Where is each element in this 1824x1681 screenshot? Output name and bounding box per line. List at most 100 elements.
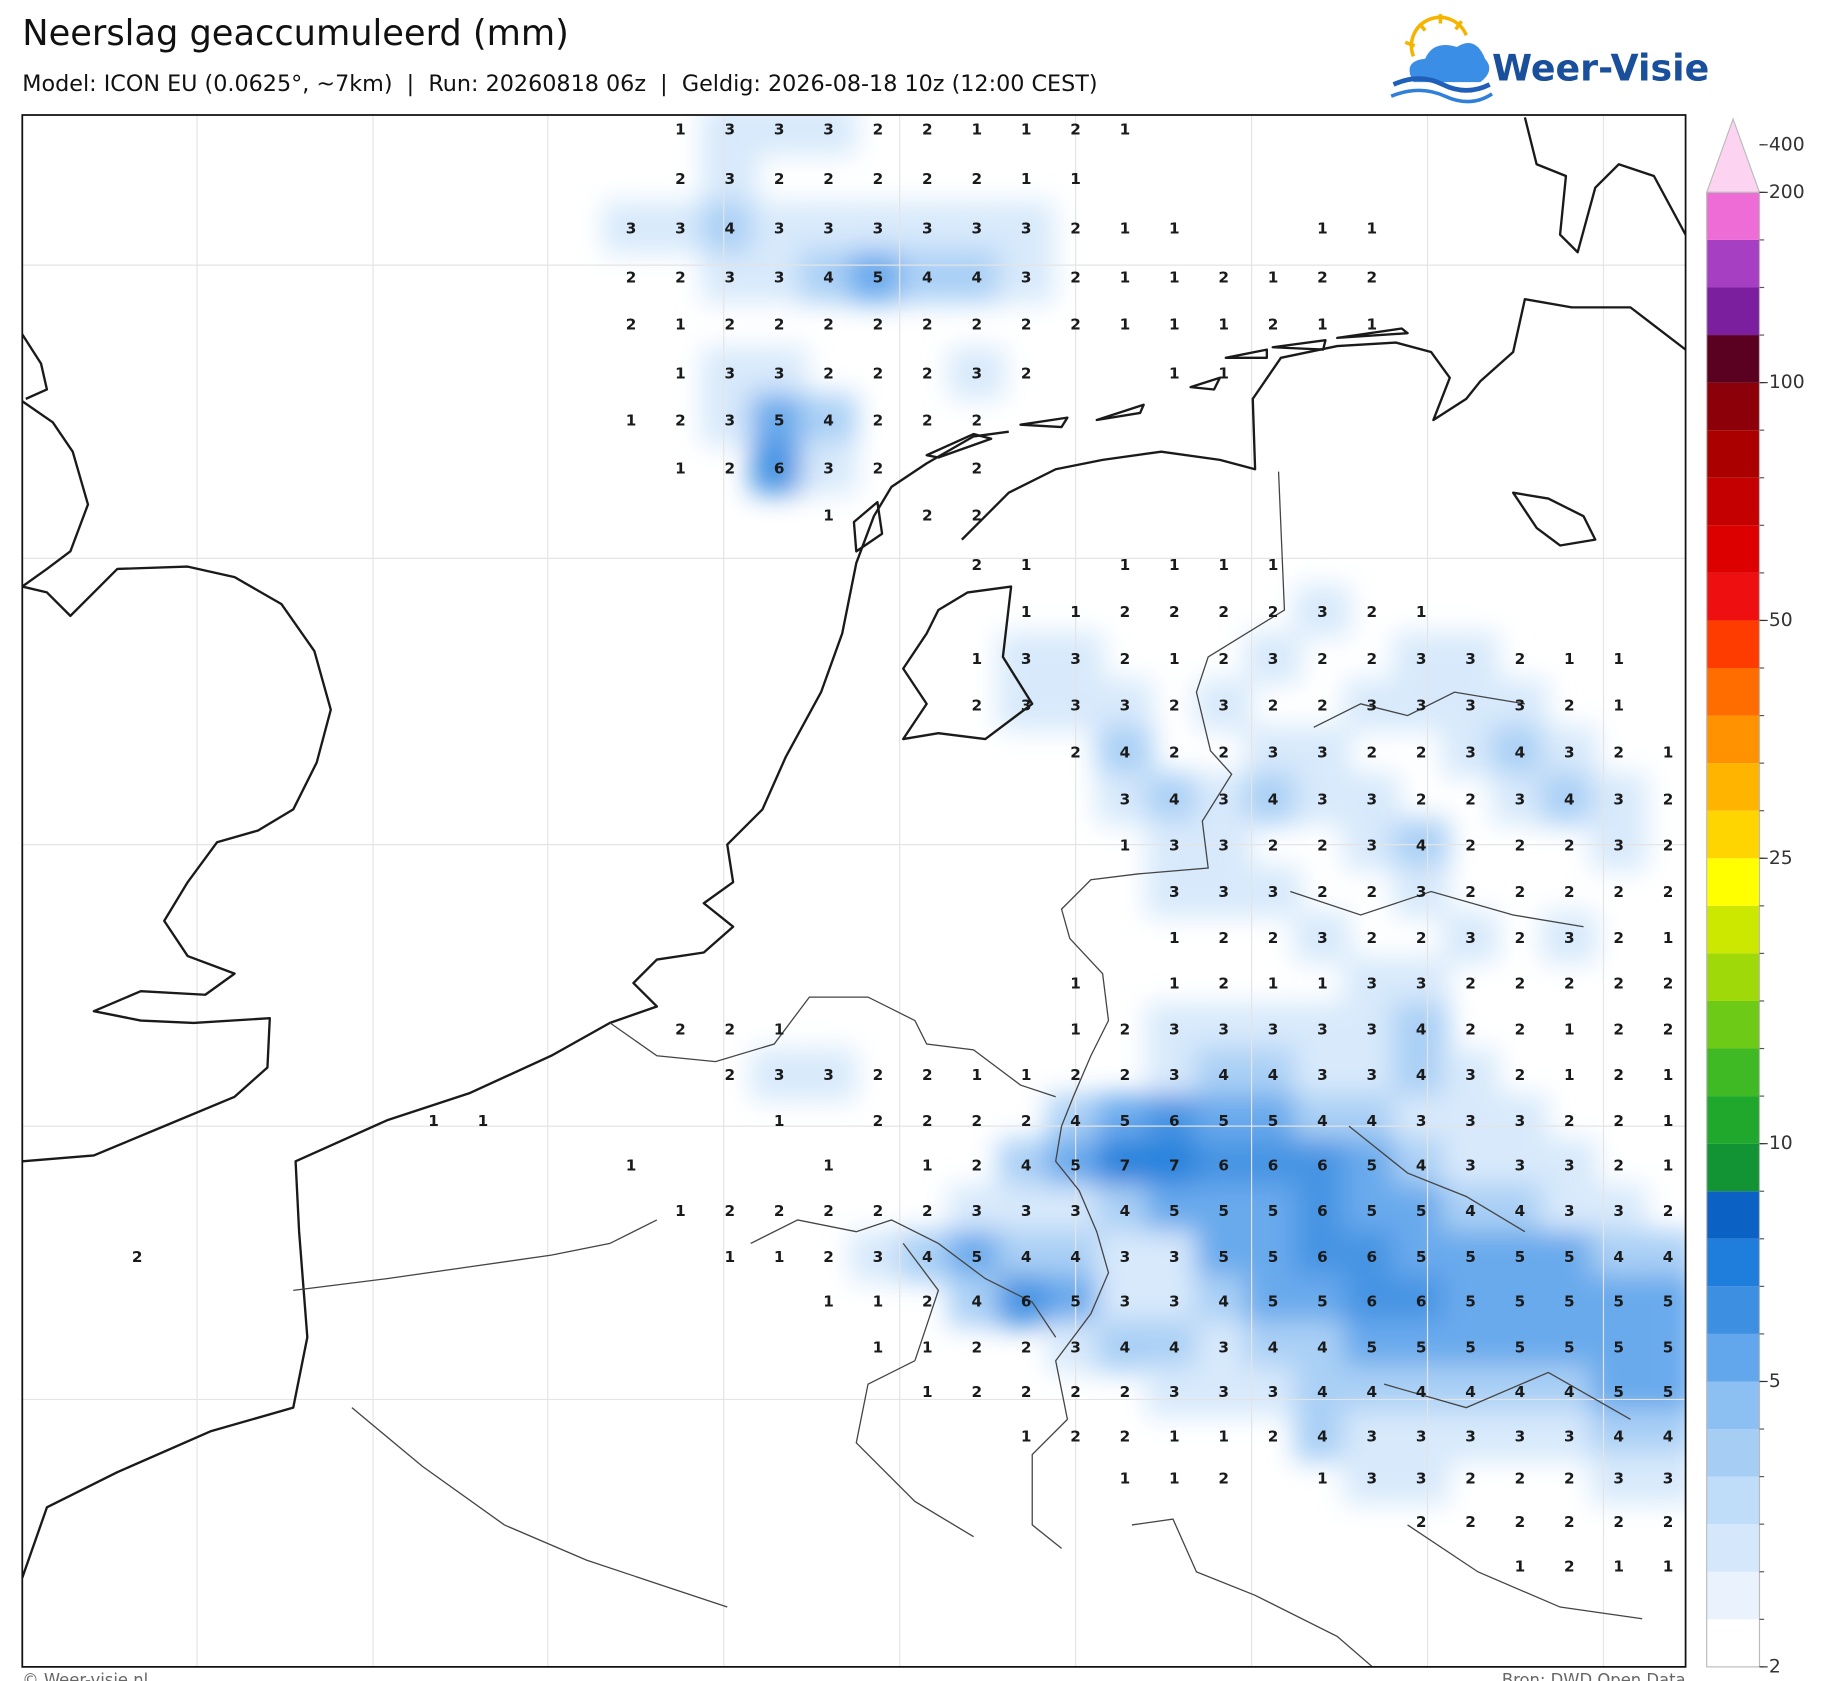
colorbar-band: [1706, 430, 1760, 478]
colorbar-extend: [1705, 117, 1761, 193]
title: Neerslag geaccumuleerd (mm): [22, 13, 569, 54]
grid-value: 2: [1465, 975, 1476, 993]
precip-cell: [1541, 1409, 1598, 1462]
precip-cell: [1096, 773, 1154, 825]
grid-value: 3: [1169, 1066, 1180, 1084]
grid-value: 6: [774, 460, 785, 478]
grid-value: 4: [1268, 1066, 1279, 1084]
colorbar-band: [1706, 1238, 1760, 1287]
grid-value: 2: [1564, 1513, 1575, 1531]
grid-value: 4: [1120, 1338, 1131, 1356]
grid-value: 3: [1317, 744, 1328, 762]
precip-cell: [1491, 1094, 1549, 1147]
precip-cell: [1244, 1002, 1302, 1055]
grid-value: 3: [1218, 1383, 1229, 1401]
grid-value: 2: [1416, 1513, 1427, 1531]
grid-value: 1: [1120, 1470, 1131, 1488]
colorbar-band: [1706, 1571, 1760, 1620]
grid-value: 2: [725, 315, 736, 333]
precip-cell: [1244, 1275, 1302, 1327]
precip-cell: [800, 115, 857, 155]
grid-value: 1: [1120, 556, 1131, 574]
precip-cell: [1096, 1320, 1154, 1373]
grid-value: 2: [1021, 1383, 1032, 1401]
precip-cell: [1639, 1452, 1686, 1504]
precip-cell: [751, 347, 808, 399]
grid-value: 2: [971, 412, 982, 430]
grid-value: 2: [873, 315, 884, 333]
grid-value: 5: [1613, 1338, 1624, 1356]
grid-value: 2: [1268, 603, 1279, 621]
grid-value: 1: [1021, 121, 1032, 139]
grid-value: 4: [1317, 1112, 1328, 1130]
grid-value: 1: [478, 1112, 489, 1130]
precip-cell: [800, 442, 857, 494]
precip-cell: [1393, 632, 1450, 684]
precip-cell: [1393, 1452, 1450, 1504]
precip-cell: [751, 251, 808, 303]
grid-value: 2: [1515, 1513, 1526, 1531]
grid-value: 2: [1070, 219, 1081, 237]
precip-cell: [997, 201, 1055, 254]
grid-value: 3: [725, 170, 736, 188]
grid-value: 2: [774, 170, 785, 188]
precip-cell: [1244, 1048, 1302, 1101]
grid-value: 2: [823, 315, 834, 333]
grid-value: 5: [1663, 1293, 1674, 1311]
subtitle: Model: ICON EU (0.0625°, ~7km) | Run: 20…: [22, 71, 1097, 97]
grid-value: 2: [1515, 650, 1526, 668]
precip-cell: [1294, 726, 1351, 778]
precip-cell: [701, 347, 758, 399]
grid-value: 1: [1070, 603, 1081, 621]
grid-value: 4: [1416, 1383, 1427, 1401]
grid-value: 2: [922, 170, 933, 188]
precip-cell: [1442, 1275, 1499, 1327]
grid-value: 3: [1367, 1066, 1378, 1084]
grid-value: 2: [1218, 929, 1229, 947]
precip-cell: [1294, 1275, 1351, 1327]
grid-value: 2: [1070, 269, 1081, 287]
grid-value: 4: [1268, 1338, 1279, 1356]
precip-cell: [1244, 773, 1302, 825]
logo-text: Weer-Visie: [1492, 46, 1709, 89]
grid-value: 2: [1663, 975, 1674, 993]
grid-value: 4: [1367, 1383, 1378, 1401]
grid-value: 3: [1613, 1470, 1624, 1488]
grid-value: 1: [1169, 556, 1180, 574]
precip-cell: [1491, 1320, 1549, 1373]
grid-value: 4: [971, 269, 982, 287]
grid-value: 2: [922, 1066, 933, 1084]
grid-value: 3: [1169, 1293, 1180, 1311]
grid-value: 3: [1416, 650, 1427, 668]
value-labels: 1 3 3 3 2 2 1 1 2 1 2 3 2 2 2 2 2 1 1 3 3 4 3 3 3 3 3 3 2 1 1 1 1 2 2 3 3 4 5 4…: [132, 121, 1673, 1576]
precip-cell: [1343, 773, 1400, 825]
grid-value: 2: [1218, 1470, 1229, 1488]
precip-cell: [1541, 726, 1598, 778]
grid-value: 2: [823, 170, 834, 188]
precip-cell: [1195, 1184, 1252, 1237]
precip-cell: [652, 201, 709, 254]
grid-value: 2: [1465, 883, 1476, 901]
grid-value: 2: [823, 365, 834, 383]
grid-value: 2: [1070, 744, 1081, 762]
grid-value: 3: [922, 219, 933, 237]
grid-value: 2: [1021, 365, 1032, 383]
grid-value: 2: [1317, 883, 1328, 901]
grid-value: 1: [971, 650, 982, 668]
colorbar-band: [1706, 192, 1760, 240]
colorbar-band: [1706, 1381, 1760, 1430]
grid-value: 3: [1564, 929, 1575, 947]
grid-value: 3: [1465, 744, 1476, 762]
precip-cell: [1393, 1139, 1450, 1191]
grid-value: 2: [725, 1020, 736, 1038]
grid-value: 2: [774, 1202, 785, 1220]
precip-cell: [1343, 1184, 1400, 1237]
grid-value: 2: [1564, 1112, 1575, 1130]
grid-value: 4: [1218, 1293, 1229, 1311]
footer-left: © Weer-visie.nl: [22, 1670, 148, 1681]
grid-value: 1: [1613, 1558, 1624, 1576]
grid-value: 2: [971, 1338, 982, 1356]
grid-value: 1: [922, 1338, 933, 1356]
grid-value: 2: [873, 121, 884, 139]
grid-value: 2: [1564, 697, 1575, 715]
